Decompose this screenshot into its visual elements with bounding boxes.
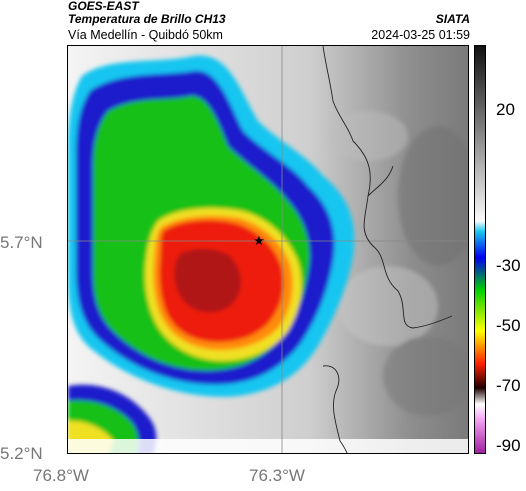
datetime-label: 2024-03-25 01:59 [371, 28, 470, 42]
border-line [322, 46, 453, 453]
colorbar [474, 45, 486, 454]
satellite-name: GOES-EAST [68, 0, 139, 13]
storm-cloud [68, 55, 355, 397]
lon-tick-2: 76.3°W [249, 466, 305, 485]
colorbar-label-minus70: -70 [496, 376, 521, 395]
colorbar-label-minus30: -30 [496, 256, 521, 275]
star-marker: ★ [253, 233, 265, 248]
colorbar-label-20: 20 [496, 100, 515, 119]
gridlines [68, 46, 468, 453]
lon-tick-1: 76.8°W [33, 466, 89, 485]
lat-tick-2: 5.2°N [0, 444, 43, 463]
lat-tick-1: 5.7°N [0, 233, 43, 252]
colorbar-label-minus90: -90 [496, 436, 521, 455]
source-label: SIATA [435, 12, 470, 26]
satellite-map[interactable]: ★ [67, 45, 469, 454]
bottom-strip [68, 439, 468, 453]
contour-darkred [174, 248, 241, 313]
colorbar-label-minus50: -50 [496, 316, 521, 335]
product-title: Temperatura de Brillo CH13 [68, 12, 226, 26]
region-label: Vía Medellín - Quibdó 50km [68, 28, 223, 42]
